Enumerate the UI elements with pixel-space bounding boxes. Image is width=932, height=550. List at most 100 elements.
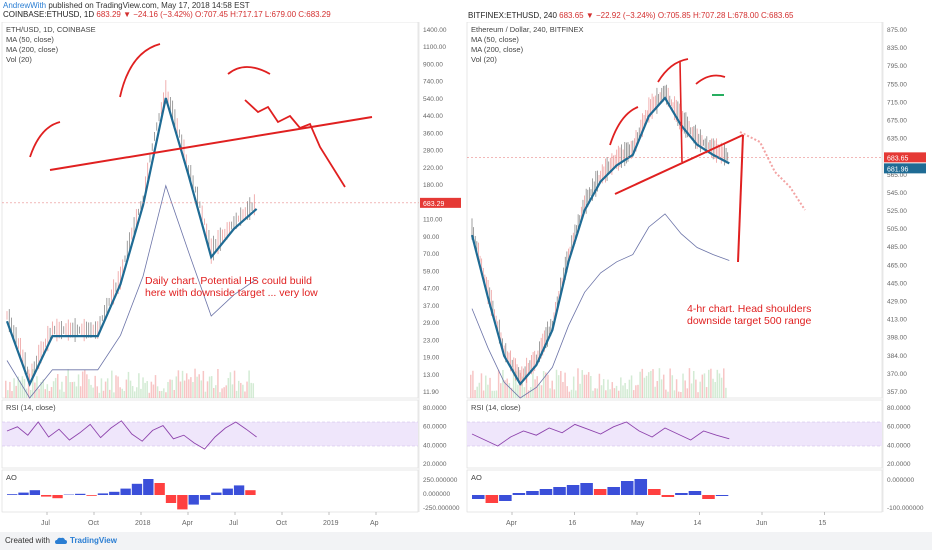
right-volume-bar — [615, 385, 618, 398]
left-ao-bar — [97, 493, 109, 495]
left-projected-path — [244, 99, 346, 188]
left-rsi-tick-label: 40.0000 — [423, 442, 447, 449]
left-x-tick-label: Jul — [41, 520, 50, 527]
right-volume-bar — [600, 385, 603, 398]
right-volume-bar — [609, 389, 611, 398]
left-legend-item-2: MA (200, close) — [6, 45, 59, 54]
footer: Created with TradingView — [0, 532, 932, 550]
left-volume-bar — [167, 382, 169, 398]
right-ohlc: O:705.85 H:707.28 L:678.00 C:683.65 — [657, 11, 794, 20]
right-volume-bar — [525, 374, 528, 398]
left-y-tick-label: 110.00 — [423, 217, 443, 224]
right-ao-bar — [566, 485, 580, 495]
left-volume-bar — [46, 384, 49, 398]
author-link[interactable]: AndrewWith — [3, 1, 47, 10]
right-volume-bar — [710, 368, 712, 398]
right-shoulder-arc-2 — [695, 74, 726, 85]
left-volume-bar — [194, 368, 196, 398]
right-volume-bar — [508, 383, 511, 398]
right-head-drop — [679, 61, 683, 163]
right-volume-bar — [656, 380, 659, 398]
left-ao-bar — [154, 483, 165, 495]
right-volume-bar — [560, 370, 562, 398]
left-volume-bar — [71, 382, 74, 398]
right-ao-bar — [634, 479, 648, 495]
left-volume-bar — [231, 384, 234, 398]
right-volume-bar — [617, 390, 620, 398]
left-rsi-tick-label: 60.0000 — [423, 424, 447, 431]
left-ohlc: O:707.45 H:717.17 L:679.00 C:683.29 — [195, 10, 331, 19]
left-ao-bar — [18, 492, 29, 495]
right-volume-bar — [549, 388, 551, 398]
left-volume-bar — [210, 376, 213, 398]
left-ao-bar — [86, 495, 97, 496]
left-volume-bar — [223, 387, 225, 398]
left-volume-bar — [237, 380, 240, 398]
right-ao-tick-label: -100.000000 — [887, 505, 924, 512]
left-volume-bar — [250, 382, 252, 398]
left-y-tick-label: 47.00 — [423, 286, 440, 293]
right-y-tick-label: 635.00 — [887, 136, 907, 143]
left-y-tick-label: 13.00 — [423, 372, 440, 379]
right-volume-bar — [660, 379, 663, 398]
right-volume-bar — [652, 369, 654, 398]
left-volume-bar — [136, 387, 138, 398]
left-ao-bar — [143, 479, 154, 495]
right-volume-bar — [570, 389, 573, 398]
left-volume-bar — [36, 376, 38, 398]
left-volume-bar — [79, 386, 82, 398]
right-rsi-tick-label: 20.0000 — [887, 461, 911, 468]
left-volume-bar — [21, 376, 24, 398]
left-volume-bar — [65, 375, 67, 398]
left-volume-bar — [169, 379, 171, 398]
right-x-tick-label: 14 — [694, 520, 702, 527]
left-volume-bar — [121, 388, 123, 398]
left-ao-bar — [109, 491, 120, 495]
left-volume-bar — [29, 389, 32, 398]
right-volume-bar — [487, 384, 489, 398]
right-ma50-line — [470, 96, 730, 386]
left-volume-bar — [88, 379, 90, 398]
right-volume-bar — [667, 391, 669, 398]
right-y-tick-label: 565.00 — [887, 172, 907, 179]
left-ma200-line — [6, 184, 257, 399]
right-y-tick-label: 875.00 — [887, 27, 907, 34]
left-volume-bar — [19, 380, 22, 398]
right-ao-bar — [553, 487, 566, 495]
left-volume-bar — [57, 374, 59, 398]
left-y-tick-label: 1400.00 — [423, 27, 447, 34]
left-y-tick-label: 180.00 — [423, 182, 443, 189]
left-volume-bar — [42, 379, 44, 398]
left-ao-bar — [41, 495, 52, 497]
right-volume-bar — [598, 373, 601, 398]
left-volume-bar — [188, 379, 190, 398]
left-volume-bar — [227, 378, 230, 398]
right-volume-bar — [566, 386, 568, 398]
right-volume-bar — [705, 387, 708, 398]
left-rsi-tick-label: 20.0000 — [423, 461, 447, 468]
left-x-tick-label: Ap — [370, 520, 379, 527]
left-volume-bar — [175, 376, 178, 398]
left-volume-bar — [200, 380, 203, 398]
left-volume-bar — [240, 382, 242, 398]
right-volume-bar — [523, 387, 526, 398]
right-volume-bar — [502, 369, 504, 398]
left-ao-bar — [245, 490, 256, 495]
right-ao-tick-label: 0.000000 — [887, 477, 914, 484]
left-x-tick-label: 2019 — [323, 520, 339, 527]
left-volume-bar — [242, 384, 244, 398]
left-ao-bar — [211, 492, 222, 495]
right-volume-bar — [542, 371, 545, 398]
right-volume-bar — [581, 370, 583, 398]
right-rsi-tick-label: 80.0000 — [887, 405, 911, 412]
right-volume-bar — [701, 374, 704, 398]
left-y-tick-label: 440.00 — [423, 113, 443, 120]
left-volume-bar — [111, 370, 113, 398]
left-volume-bar — [165, 392, 167, 398]
right-volume-bar — [474, 389, 476, 398]
tradingview-brand[interactable]: TradingView — [70, 536, 117, 545]
left-change: 683.29 ▼ −24.16 (−3.42%) — [96, 10, 193, 19]
right-volume-bar — [643, 377, 646, 398]
left-volume-bar — [252, 383, 255, 398]
right-y-tick-label: 755.00 — [887, 81, 907, 88]
